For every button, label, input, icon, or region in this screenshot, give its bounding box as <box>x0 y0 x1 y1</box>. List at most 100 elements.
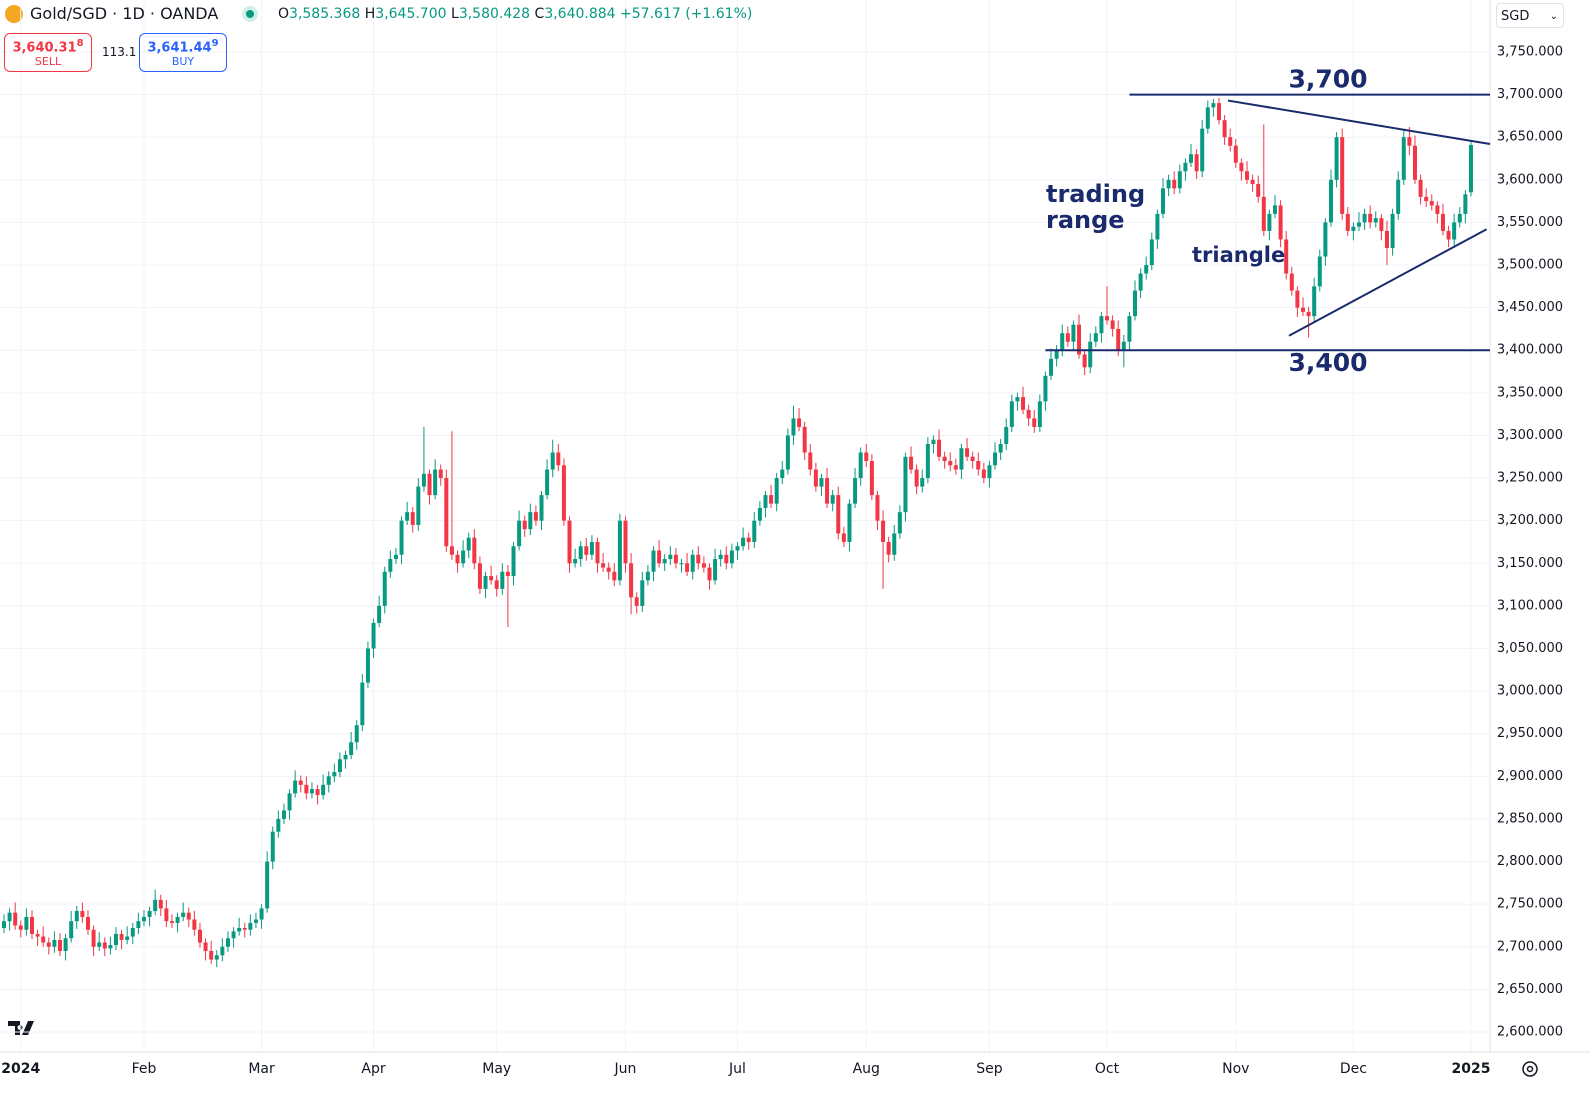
buy-price[interactable]: 3,641.449 <box>140 38 226 55</box>
x-tick-label: Mar <box>248 1061 275 1077</box>
x-tick-label: Nov <box>1222 1061 1249 1077</box>
candle-body <box>483 576 488 589</box>
candle-body <box>472 537 477 564</box>
candle-body <box>287 793 292 811</box>
currency-select[interactable]: SGD ⌄ <box>1496 3 1564 28</box>
sell-button[interactable]: 3,640.318 SELL <box>4 33 92 72</box>
y-tick-label: 3,300.000 <box>1497 428 1563 443</box>
candle-body <box>976 461 981 470</box>
candle-body <box>774 478 779 504</box>
candle-body <box>623 520 628 564</box>
candle-body <box>959 448 964 470</box>
candle-body <box>1088 341 1093 368</box>
candle-body <box>29 916 34 934</box>
candle-body <box>1127 316 1132 342</box>
sell-price-main[interactable]: 3,640.31 <box>12 40 77 56</box>
gear-center[interactable] <box>1526 1065 1534 1073</box>
ohlc-label: L <box>451 6 459 22</box>
candle-body <box>640 580 645 606</box>
settings-icon[interactable] <box>1522 1061 1538 1077</box>
candle-body <box>567 520 572 564</box>
candle-body <box>1284 239 1289 274</box>
candle-body <box>1189 154 1194 163</box>
y-tick-label: 2,650.000 <box>1497 982 1563 997</box>
candle-body <box>561 465 566 521</box>
candle-body <box>1149 239 1154 266</box>
y-tick-label: 3,600.000 <box>1497 172 1563 187</box>
y-tick-label: 2,600.000 <box>1497 1024 1563 1039</box>
y-tick-label: 3,650.000 <box>1497 130 1563 145</box>
candle-body <box>903 456 908 513</box>
candle-body <box>119 933 124 940</box>
candle-body <box>1082 354 1087 368</box>
ohlc-value: 3,645.700 <box>375 6 447 22</box>
ohlc-label: H <box>364 6 376 22</box>
candle-body <box>1351 226 1356 231</box>
candle-body <box>494 580 499 589</box>
candle-body <box>1457 213 1462 223</box>
candle-body <box>427 473 432 496</box>
candle-body <box>337 759 342 773</box>
candle-body <box>433 469 438 496</box>
y-tick-label: 3,000.000 <box>1497 684 1563 699</box>
candle-body <box>651 550 656 572</box>
candle-body <box>1334 137 1339 180</box>
y-tick-label: 3,200.000 <box>1497 513 1563 528</box>
candle-body <box>1440 213 1445 231</box>
candle-body <box>847 503 852 542</box>
candle-body <box>1071 324 1076 342</box>
candle-body <box>617 520 622 581</box>
candle-body <box>444 478 449 547</box>
candle-body <box>886 541 891 555</box>
candle-body <box>371 622 376 649</box>
candle-body <box>321 784 326 796</box>
note-text: range <box>1046 206 1125 234</box>
y-tick-label: 2,850.000 <box>1497 811 1563 826</box>
symbol-title[interactable]: Gold/SGD · 1D · OANDA <box>30 4 219 23</box>
buy-label[interactable]: BUY <box>171 55 195 69</box>
candle-body <box>1418 179 1423 197</box>
candle-body <box>1121 341 1126 351</box>
candle-body <box>461 550 466 564</box>
buy-price-main[interactable]: 3,641.44 <box>147 40 212 56</box>
candle-body <box>1362 213 1367 223</box>
x-tick-label: Aug <box>853 1061 880 1077</box>
candle-body <box>1373 218 1378 223</box>
candle-body <box>293 780 298 794</box>
y-tick-label: 3,550.000 <box>1497 215 1563 230</box>
sell-pip[interactable]: 8 <box>76 38 84 49</box>
candle-body <box>1289 273 1294 291</box>
candle-body <box>1222 120 1227 138</box>
candle-body <box>259 908 264 920</box>
candle-body <box>813 469 818 487</box>
gear[interactable] <box>1522 1061 1538 1077</box>
candle-body <box>1379 218 1384 231</box>
candle-body <box>1356 222 1361 227</box>
candle-body <box>1228 137 1233 146</box>
candle-body <box>1468 144 1473 193</box>
candle-body <box>153 899 158 911</box>
sell-price[interactable]: 3,640.318 <box>5 38 91 55</box>
y-tick-label: 3,250.000 <box>1497 471 1563 486</box>
candle-body <box>1244 171 1249 180</box>
buy-button[interactable]: 3,641.449 BUY <box>139 33 227 72</box>
dropdown-caret[interactable]: ⌄ <box>1549 11 1558 22</box>
ohlc-label: O <box>278 6 290 22</box>
buy-pip[interactable]: 9 <box>211 38 219 49</box>
candle-body <box>1065 333 1070 342</box>
ohlc-value: 3,585.368 <box>289 6 361 22</box>
ohlc-value: 3,580.428 <box>458 6 531 22</box>
candle-body <box>752 520 757 542</box>
candle-body <box>735 546 740 551</box>
currency[interactable]: SGD <box>1501 9 1530 24</box>
candle-body <box>102 942 107 949</box>
candle-body <box>539 495 544 521</box>
candle-body <box>1099 316 1104 334</box>
candle-body <box>920 478 925 487</box>
candle-body <box>1037 401 1042 427</box>
sell-label[interactable]: SELL <box>34 55 62 69</box>
candle-body <box>158 899 163 909</box>
candle-body <box>931 439 936 444</box>
candle-body <box>763 495 768 508</box>
